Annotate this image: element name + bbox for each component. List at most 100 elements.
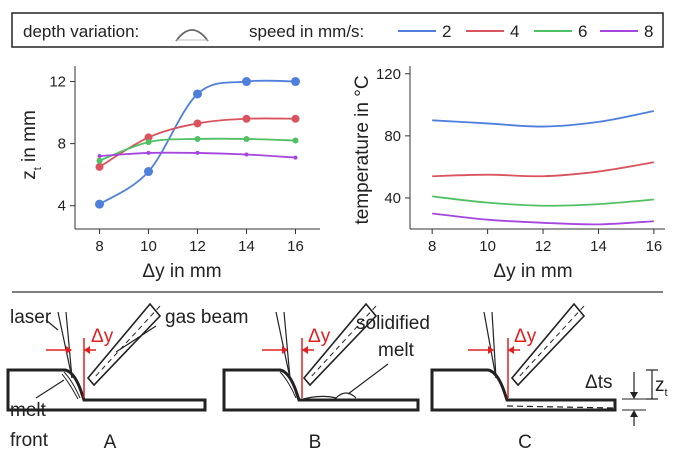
legend-entry-4: 4 bbox=[510, 22, 519, 41]
chart-temp-xtick-label: 12 bbox=[535, 238, 552, 255]
chart-temp-series-line-8 bbox=[432, 212, 654, 226]
chart-zt-xtick-label: 10 bbox=[140, 238, 157, 255]
label-dy-b: Δy bbox=[308, 326, 331, 347]
label-front: front bbox=[10, 430, 49, 450]
workpiece-b bbox=[222, 368, 420, 412]
chart-zt-series bbox=[95, 77, 300, 209]
dy-arrowhead-c-right bbox=[508, 346, 514, 354]
label-delta-ts: Δts bbox=[585, 372, 612, 393]
chart-zt-point-4 bbox=[193, 119, 202, 128]
chart-zt-point-2 bbox=[242, 77, 251, 87]
gas-nozzle-a bbox=[86, 302, 162, 387]
workpiece-c bbox=[430, 368, 617, 412]
melt-front-b bbox=[279, 371, 297, 399]
chart-zt-point-2 bbox=[144, 167, 153, 177]
chart-temp-series-line-6 bbox=[432, 195, 654, 207]
chart-zt: 8 10 12 14 16 4 8 12 Δy in mm zt in mm bbox=[19, 66, 320, 282]
label-zt: zt bbox=[655, 375, 668, 399]
chart-zt-point-2 bbox=[193, 89, 202, 99]
laser-beam-c-right bbox=[491, 311, 497, 379]
chart-temp-xtick-label: 16 bbox=[646, 238, 663, 255]
laser-beam-a-right bbox=[65, 311, 73, 379]
chart-zt-xtick-label: 8 bbox=[95, 238, 103, 255]
chart-zt-point-4 bbox=[291, 114, 300, 123]
dts-arrowhead-down bbox=[630, 392, 638, 399]
chart-zt-ticks: 8 10 12 14 16 4 8 12 bbox=[49, 74, 304, 255]
chart-zt-xtick-label: 16 bbox=[287, 238, 304, 255]
gas-nozzle-b bbox=[302, 302, 378, 387]
label-zt-main: z bbox=[655, 375, 665, 396]
chart-temp-xtick-label: 14 bbox=[590, 238, 607, 255]
chart-zt-xtick-label: 12 bbox=[189, 238, 206, 255]
melt-pointer-a bbox=[35, 379, 65, 399]
dts-arrowhead-up bbox=[630, 410, 638, 417]
chart-zt-xlabel: Δy in mm bbox=[142, 261, 221, 282]
arc-icon bbox=[175, 29, 209, 42]
chart-zt-point-6 bbox=[292, 137, 299, 144]
dy-arrowhead-c-left bbox=[488, 346, 494, 354]
chart-temp-ytick-label: 40 bbox=[384, 190, 401, 207]
gas-axis-c bbox=[517, 305, 585, 379]
chart-zt-ytick-label: 12 bbox=[49, 74, 66, 91]
panel-label-c: C bbox=[518, 432, 532, 450]
chart-zt-point-6 bbox=[194, 135, 201, 142]
chart-zt-ytick-label: 8 bbox=[58, 136, 66, 153]
dy-arrowhead-a-right bbox=[84, 346, 90, 354]
panel-label-a: A bbox=[104, 432, 117, 450]
panel-label-b: B bbox=[309, 432, 322, 450]
chart-temp-series bbox=[432, 110, 655, 226]
workpiece-a bbox=[6, 368, 207, 412]
label-dy-a: Δy bbox=[91, 326, 114, 347]
label-gas-beam: gas beam bbox=[165, 307, 248, 328]
gas-axis-b bbox=[309, 305, 377, 379]
dy-arrowhead-b-right bbox=[302, 346, 308, 354]
chart-zt-point-2 bbox=[291, 77, 300, 87]
label-zt-sub: t bbox=[665, 387, 668, 399]
chart-zt-series-line-6 bbox=[99, 137, 296, 162]
cut-depth-c bbox=[506, 405, 616, 409]
laser-beam-c-left bbox=[483, 311, 497, 379]
chart-zt-point-4 bbox=[95, 162, 104, 171]
chart-zt-point-2 bbox=[95, 199, 104, 209]
legend-depth-label: depth variation: bbox=[23, 22, 139, 41]
melt-front-a2 bbox=[61, 373, 79, 400]
laser-beam-b-right bbox=[283, 311, 291, 379]
chart-zt-point-8 bbox=[293, 155, 298, 160]
chart-zt-point-6 bbox=[243, 135, 250, 142]
laser-beam-b-left bbox=[275, 311, 291, 379]
schematic-panel-b bbox=[222, 302, 420, 412]
label-melt: melt bbox=[10, 400, 47, 421]
schematic-panel-a bbox=[6, 302, 207, 412]
chart-temp-ticks: 8 10 12 14 16 40 80 120 bbox=[376, 66, 662, 255]
chart-zt-ylabel-sub: t bbox=[32, 167, 44, 170]
legend-entry-8: 8 bbox=[644, 22, 653, 41]
chart-temperature: 8 10 12 14 16 40 80 120 Δy in mm temperature in… bbox=[352, 66, 665, 282]
schematic bbox=[6, 302, 658, 426]
legend: depth variation: speed in mm/s: 2 4 6 8 bbox=[11, 12, 664, 48]
chart-zt-point-6 bbox=[96, 157, 103, 164]
melt-front-a bbox=[63, 371, 81, 399]
legend-speed-label: speed in mm/s: bbox=[249, 22, 364, 41]
chart-zt-series-line-2 bbox=[99, 79, 296, 205]
chart-zt-point-4 bbox=[242, 114, 251, 123]
label-melt-2: melt bbox=[378, 340, 415, 361]
chart-zt-point-8 bbox=[97, 154, 102, 159]
label-laser: laser bbox=[10, 307, 52, 328]
label-dy-c: Δy bbox=[514, 326, 537, 347]
gas-axis-a bbox=[93, 305, 161, 379]
chart-temp-ytick-label: 120 bbox=[376, 66, 401, 83]
dy-arrowhead-b-left bbox=[282, 346, 288, 354]
solidified-pointer-b bbox=[347, 363, 389, 395]
chart-zt-ylabel-rest: in mm bbox=[19, 110, 40, 167]
dy-arrowhead-a-left bbox=[66, 346, 72, 354]
chart-zt-xtick-label: 14 bbox=[238, 238, 255, 255]
label-solidified: solidified bbox=[356, 313, 430, 334]
chart-temp-ylabel: temperature in °C bbox=[352, 75, 373, 224]
chart-zt-ylabel: zt in mm bbox=[19, 110, 44, 180]
chart-temp-xtick-label: 8 bbox=[428, 238, 436, 255]
laser-beam-a-left bbox=[57, 311, 73, 379]
schematic-panel-c bbox=[430, 302, 658, 426]
chart-temp-xtick-label: 10 bbox=[479, 238, 496, 255]
chart-temp-xlabel: Δy in mm bbox=[493, 261, 572, 282]
